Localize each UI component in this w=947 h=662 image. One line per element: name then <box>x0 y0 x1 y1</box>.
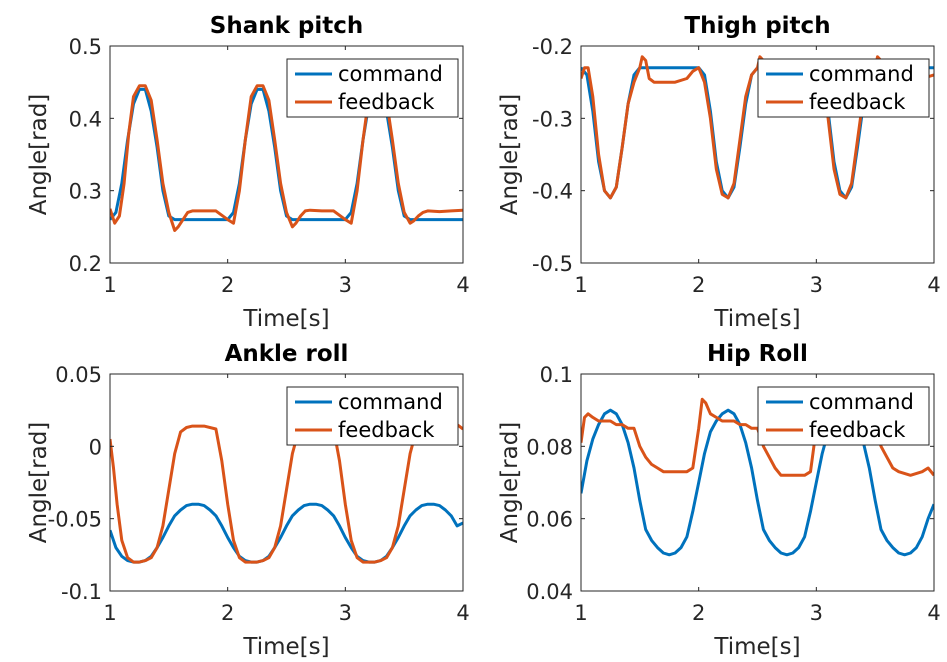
y-tick-label: -0.5 <box>532 252 573 276</box>
series-line-feedback <box>110 421 463 564</box>
x-axis-label: Time[s] <box>713 634 800 660</box>
legend: command feedback <box>757 58 930 118</box>
y-tick-label: 0.4 <box>69 107 102 131</box>
legend-label-command: command <box>809 62 914 86</box>
chart-shank-pitch: 1 2 3 4 0.2 0.3 0.4 0.5 Shank pitch Time[s] Angle[… <box>26 13 470 332</box>
x-tick-label: 3 <box>810 273 823 297</box>
legend-box <box>757 386 930 446</box>
legend-label-feedback: feedback <box>338 90 435 114</box>
y-tick-label: -0.05 <box>48 508 102 532</box>
legend-label-feedback: feedback <box>809 418 906 442</box>
y-tick-label: 0 <box>89 435 102 459</box>
legend-box <box>757 58 930 118</box>
series-line-command <box>110 502 463 564</box>
legend: command feedback <box>757 386 930 446</box>
x-tick-label: 1 <box>574 601 587 625</box>
chart-title: Thigh pitch <box>684 13 830 39</box>
x-tick-label: 3 <box>339 273 352 297</box>
y-axis-label: Angle[rad] <box>26 422 52 544</box>
x-tick-label: 1 <box>574 273 587 297</box>
chart-hip-roll: 1 2 3 4 0.04 0.06 0.08 0.1 Hip Roll Time[s] Angle[… <box>497 341 941 660</box>
x-tick-label: 2 <box>221 601 234 625</box>
x-tick-label: 3 <box>339 601 352 625</box>
y-tick-label: 0.3 <box>69 180 102 204</box>
legend-label-command: command <box>338 390 443 414</box>
legend-label-command: command <box>809 390 914 414</box>
y-tick-label: -0.3 <box>532 107 573 131</box>
legend-box <box>286 386 459 446</box>
y-tick-label: 0.06 <box>526 508 573 532</box>
legend-label-command: command <box>338 62 443 86</box>
chart-title: Hip Roll <box>707 341 808 367</box>
x-tick-label: 3 <box>810 601 823 625</box>
x-axis-label: Time[s] <box>242 634 329 660</box>
axes-box <box>580 45 935 264</box>
x-tick-label: 2 <box>221 273 234 297</box>
y-tick-label: -0.2 <box>532 35 573 59</box>
series-line-feedback <box>110 84 463 232</box>
y-tick-label: 0.08 <box>526 435 573 459</box>
y-tick-label: 0.2 <box>69 252 102 276</box>
x-tick-label: 4 <box>456 601 469 625</box>
legend: command feedback <box>286 58 459 118</box>
legend: command feedback <box>286 386 459 446</box>
legend-box <box>286 58 459 118</box>
x-axis-label: Time[s] <box>713 306 800 332</box>
axes-box <box>109 45 464 264</box>
y-axis-label: Angle[rad] <box>26 94 52 216</box>
chart-ankle-roll: 1 2 3 4 -0.1 -0.05 0 0.05 Ankle roll Time[s] Angle… <box>26 341 470 660</box>
y-tick-label: -0.1 <box>61 580 102 604</box>
y-tick-label: 0.1 <box>540 363 573 387</box>
y-tick-label: -0.4 <box>532 180 573 204</box>
y-tick-label: 0.5 <box>69 35 102 59</box>
y-axis-label: Angle[rad] <box>497 94 523 216</box>
x-tick-label: 1 <box>103 273 116 297</box>
y-tick-label: 0.05 <box>55 363 102 387</box>
x-tick-label: 1 <box>103 601 116 625</box>
y-tick-label: 0.04 <box>526 580 573 604</box>
x-tick-label: 2 <box>692 273 705 297</box>
x-axis-label: Time[s] <box>242 306 329 332</box>
x-tick-label: 4 <box>927 273 940 297</box>
series-line-command <box>581 408 934 557</box>
y-axis-label: Angle[rad] <box>497 422 523 544</box>
chart-thigh-pitch: 1 2 3 4 -0.5 -0.4 -0.3 -0.2 Thigh pitch Time[s] An… <box>497 13 941 332</box>
x-tick-label: 4 <box>456 273 469 297</box>
legend-label-feedback: feedback <box>338 418 435 442</box>
x-tick-label: 4 <box>927 601 940 625</box>
x-tick-label: 2 <box>692 601 705 625</box>
legend-label-feedback: feedback <box>809 90 906 114</box>
axes-box <box>109 373 464 592</box>
axes-box <box>580 373 935 592</box>
chart-title: Shank pitch <box>210 13 364 39</box>
chart-title: Ankle roll <box>225 341 349 367</box>
